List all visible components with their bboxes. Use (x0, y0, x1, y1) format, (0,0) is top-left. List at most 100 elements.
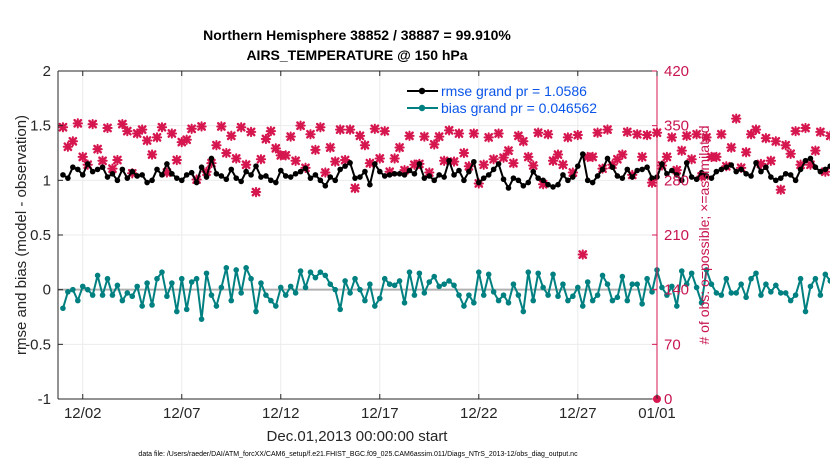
bias-point (263, 292, 269, 298)
bias-point (639, 301, 645, 307)
rmse-point (525, 179, 532, 186)
bias-point (678, 268, 685, 274)
rmse-point (812, 164, 819, 171)
bias-point (698, 299, 705, 306)
bias-point (753, 270, 759, 277)
y2-tick-label: 70 (664, 336, 681, 353)
rmse-point (718, 166, 725, 173)
rmse-point (302, 165, 309, 172)
obs-point (572, 129, 583, 141)
bias-point (367, 281, 373, 288)
rmse-point (485, 172, 492, 178)
bias-point (782, 290, 789, 296)
bias-point (743, 294, 749, 301)
bias-point (614, 294, 621, 301)
rmse-point (337, 166, 343, 173)
bias-point (183, 306, 190, 313)
bias-point (208, 292, 215, 298)
bias-point (89, 292, 96, 298)
obs-point (691, 129, 702, 140)
rmse-point (753, 160, 759, 166)
rmse-point (84, 161, 91, 167)
rmse-point (773, 177, 779, 184)
bias-point (223, 265, 230, 271)
rmse-point (297, 168, 304, 175)
bias-point (619, 273, 626, 280)
series-layer (57, 113, 830, 403)
bias-point (327, 281, 334, 288)
y2-tick-label: 140 (664, 282, 689, 299)
obs-point (542, 129, 554, 140)
rmse-point (248, 172, 254, 178)
obs-point (701, 132, 712, 143)
obs-point (141, 135, 153, 146)
bias-point (510, 281, 517, 288)
obs-point (557, 159, 569, 170)
x-tick-label: 12/22 (460, 405, 498, 422)
rmse-point (129, 168, 136, 175)
bias-point (169, 280, 175, 286)
rmse-point (421, 175, 428, 181)
bias-point (758, 292, 764, 298)
obs-point (810, 145, 821, 156)
y2-tick-label: 210 (664, 227, 689, 244)
bias-point (807, 283, 814, 290)
bias-point (243, 265, 249, 271)
rmse-point (624, 166, 631, 173)
obs-point (97, 155, 108, 166)
ticks: 12/02 12/07 12/12 12/17 12/22 12/27 01/01 2 1.5 1… (25, 63, 689, 422)
rmse-point (114, 177, 121, 184)
bias-point (644, 275, 650, 282)
bias-point (540, 284, 546, 291)
rmse-point (233, 175, 240, 181)
obs-point (330, 156, 341, 167)
rmse-point (149, 177, 155, 184)
obs-point (379, 125, 390, 137)
obs-point (236, 122, 247, 133)
rmse-point (698, 169, 705, 176)
rmse-point (70, 164, 76, 171)
obs-point (750, 124, 762, 135)
obs-point (562, 132, 574, 143)
rmse-point (822, 166, 829, 173)
rmse-point (639, 166, 645, 173)
rmse-point (396, 170, 403, 177)
obs-point (518, 136, 529, 147)
obs-point (493, 128, 504, 139)
bias-point (188, 279, 195, 285)
rmse-point (223, 176, 230, 183)
rmse-point (193, 179, 200, 186)
rmse-point (174, 175, 180, 181)
bias-point (535, 270, 541, 277)
rmse-point (65, 175, 71, 181)
rmse-point (475, 179, 482, 186)
rmse-point (287, 174, 294, 180)
bias-point (792, 292, 799, 298)
bias-point (570, 293, 576, 300)
bias-point (109, 292, 116, 298)
x-tick-label: 12/02 (64, 405, 102, 422)
bias-point (461, 303, 467, 309)
rmse-point (258, 174, 264, 180)
obs-point (661, 151, 673, 163)
bias-point (688, 270, 695, 277)
obs-point (731, 113, 742, 124)
obs-point (117, 118, 128, 130)
bias-point (282, 292, 289, 298)
rmse-point (327, 174, 334, 180)
rmse-point (634, 167, 640, 174)
rmse-point (550, 184, 556, 190)
bias-point (560, 281, 566, 288)
bias-point (174, 308, 180, 315)
bias-point (466, 292, 472, 298)
rmse-point (515, 177, 522, 184)
obs-point (498, 152, 509, 163)
rmse-point (777, 175, 784, 181)
rmse-point (203, 174, 210, 180)
rmse-point (218, 173, 225, 179)
rmse-point (723, 164, 730, 171)
obs-point (429, 139, 440, 150)
rmse-point (406, 167, 413, 174)
rmse-point (362, 168, 368, 175)
obs-point (270, 143, 281, 154)
